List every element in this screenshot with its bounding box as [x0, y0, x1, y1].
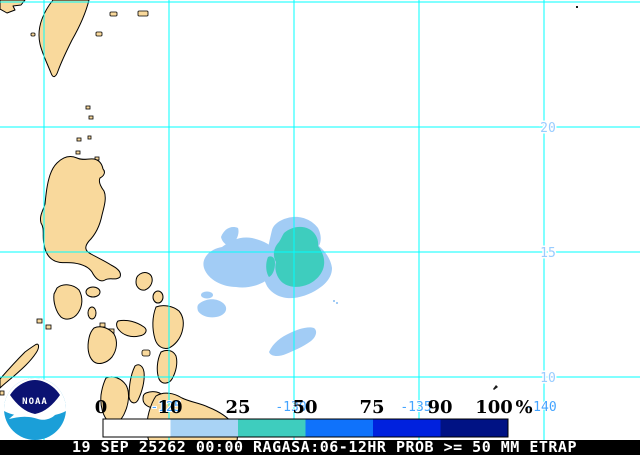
island-speck — [137, 10, 149, 17]
land-luzon — [40, 156, 121, 282]
land-samar — [152, 305, 184, 349]
probability-overlay — [197, 216, 338, 357]
lat-label-10: 10 — [540, 371, 556, 386]
colorbar-seg-25-50 — [238, 419, 306, 437]
island-speck — [45, 324, 52, 330]
colorbar-unit-percent: % — [515, 397, 532, 418]
prob-sliver-25-50 — [266, 256, 275, 277]
lat-label-20: 20 — [540, 121, 556, 136]
colorbar-seg-10-25 — [170, 419, 238, 437]
colorbar-tick-10: 10 — [157, 397, 182, 418]
lon-label-140: -140 — [525, 400, 556, 415]
island-speck — [88, 115, 94, 120]
island-speck — [87, 135, 92, 140]
noaa-logo: NOAA — [4, 378, 66, 440]
island-speck — [30, 32, 36, 37]
noaa-logo-label: NOAA — [22, 397, 48, 407]
island-speck — [95, 31, 103, 37]
island-speck — [141, 349, 151, 357]
probability-colorbar: 0 10 25 50 75 90 100 % — [95, 397, 533, 438]
prob-dot — [336, 302, 338, 304]
land-panay — [87, 326, 117, 365]
land-masbate — [116, 319, 147, 338]
status-bar: 19 SEP 25262 00:00 RAGASA:06-12HR PROB >… — [0, 438, 640, 455]
land-mindoro — [53, 284, 83, 320]
colorbar-tick-75: 75 — [359, 397, 384, 418]
land-catanduanes — [135, 272, 153, 291]
prob-spot-10-25 — [201, 291, 213, 299]
lon-label-130: -130 — [275, 400, 306, 415]
colorbar-seg-75-90 — [373, 419, 441, 437]
lon-label-135: -135 — [400, 400, 431, 415]
graticule — [0, 0, 640, 440]
colorbar-tick-0: 0 — [95, 397, 108, 418]
prob-dot — [333, 300, 335, 302]
island-speck — [85, 105, 91, 110]
land-taiwan — [38, 0, 90, 78]
colorbar-seg-90-100 — [440, 419, 508, 437]
colorbar-tick-90: 90 — [427, 397, 452, 418]
prob-banana-10-25 — [269, 327, 317, 357]
island-speck — [109, 11, 118, 17]
lon-label-125: -125 — [150, 400, 181, 415]
noaa-logo-shield — [10, 380, 60, 414]
colorbar-seg-0-10 — [103, 419, 171, 437]
island-speck — [0, 390, 5, 396]
colorbar-tick-50: 50 — [292, 397, 317, 418]
land-china-coast — [0, 0, 26, 14]
prob-spot-10-25 — [197, 299, 227, 318]
prob-blob-west-10-25 — [203, 237, 279, 288]
land-tablas — [87, 306, 97, 320]
island-speck — [76, 137, 82, 142]
prob-core-25-50 — [273, 226, 325, 287]
land-islet — [152, 290, 164, 304]
colorbar-border — [102, 418, 509, 438]
lat-label-15: 15 — [540, 246, 556, 261]
island-speck — [36, 318, 43, 324]
tiny-mark — [493, 385, 498, 390]
colorbar-tick-100: 100 — [475, 397, 513, 418]
graticule-labels: 20 15 10 -125 -130 -135 -140 — [149, 120, 557, 417]
tiny-island-dot — [576, 6, 578, 8]
colorbar-tick-25: 25 — [225, 397, 250, 418]
land-cebu — [128, 364, 145, 404]
colorbar-seg-50-75 — [305, 419, 373, 437]
status-bar-text: 19 SEP 25262 00:00 RAGASA:06-12HR PROB >… — [72, 438, 577, 455]
land-marinduque — [85, 286, 101, 298]
land-leyte — [156, 349, 178, 384]
status-bar-background — [0, 440, 640, 455]
island-speck — [75, 150, 81, 155]
